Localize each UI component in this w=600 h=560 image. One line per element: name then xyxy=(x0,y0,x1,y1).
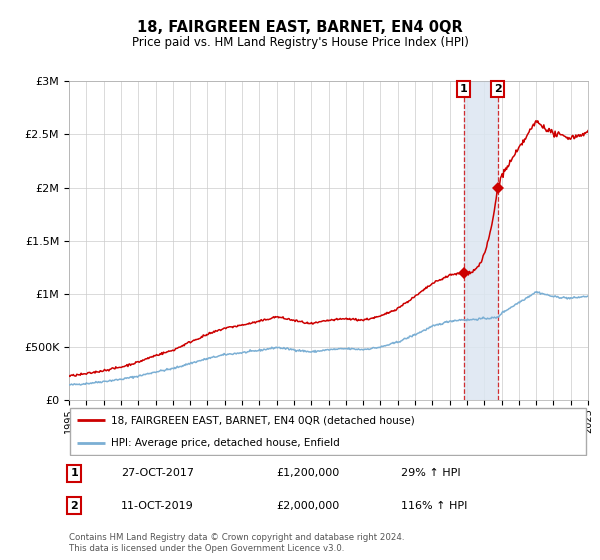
Text: 11-OCT-2019: 11-OCT-2019 xyxy=(121,501,194,511)
Text: Price paid vs. HM Land Registry's House Price Index (HPI): Price paid vs. HM Land Registry's House … xyxy=(131,36,469,49)
Text: HPI: Average price, detached house, Enfield: HPI: Average price, detached house, Enfi… xyxy=(110,438,339,448)
Text: 29% ↑ HPI: 29% ↑ HPI xyxy=(401,468,461,478)
Text: 18, FAIRGREEN EAST, BARNET, EN4 0QR (detached house): 18, FAIRGREEN EAST, BARNET, EN4 0QR (det… xyxy=(110,416,414,426)
Text: £1,200,000: £1,200,000 xyxy=(277,468,340,478)
Text: 27-OCT-2017: 27-OCT-2017 xyxy=(121,468,194,478)
FancyBboxPatch shape xyxy=(70,408,586,455)
Text: 2: 2 xyxy=(494,84,502,94)
Text: 116% ↑ HPI: 116% ↑ HPI xyxy=(401,501,467,511)
Bar xyxy=(464,81,497,400)
Text: 1: 1 xyxy=(460,84,467,94)
Text: Contains HM Land Registry data © Crown copyright and database right 2024.
This d: Contains HM Land Registry data © Crown c… xyxy=(69,533,404,553)
Text: £2,000,000: £2,000,000 xyxy=(277,501,340,511)
Text: 1: 1 xyxy=(70,468,78,478)
Text: 18, FAIRGREEN EAST, BARNET, EN4 0QR: 18, FAIRGREEN EAST, BARNET, EN4 0QR xyxy=(137,20,463,35)
Text: 2: 2 xyxy=(70,501,78,511)
